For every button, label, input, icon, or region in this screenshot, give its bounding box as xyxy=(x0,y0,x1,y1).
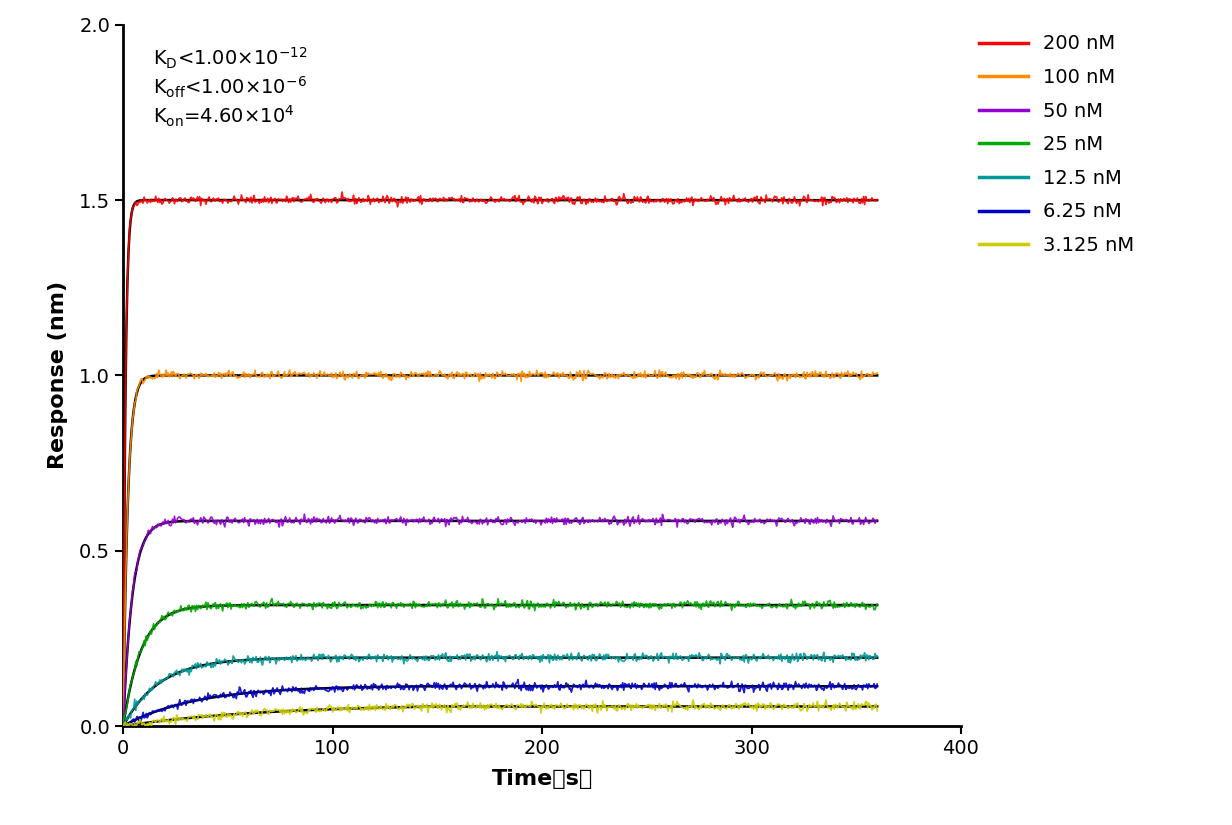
Y-axis label: Response (nm): Response (nm) xyxy=(48,281,68,469)
Legend: 200 nM, 100 nM, 50 nM, 25 nM, 12.5 nM, 6.25 nM, 3.125 nM: 200 nM, 100 nM, 50 nM, 25 nM, 12.5 nM, 6… xyxy=(979,35,1135,255)
X-axis label: Time（s）: Time（s） xyxy=(492,769,593,790)
Text: K$_{\rm D}$<1.00×10$^{-12}$
K$_{\rm off}$<1.00×10$^{-6}$
K$_{\rm on}$=4.60×10$^{: K$_{\rm D}$<1.00×10$^{-12}$ K$_{\rm off}… xyxy=(153,45,307,130)
